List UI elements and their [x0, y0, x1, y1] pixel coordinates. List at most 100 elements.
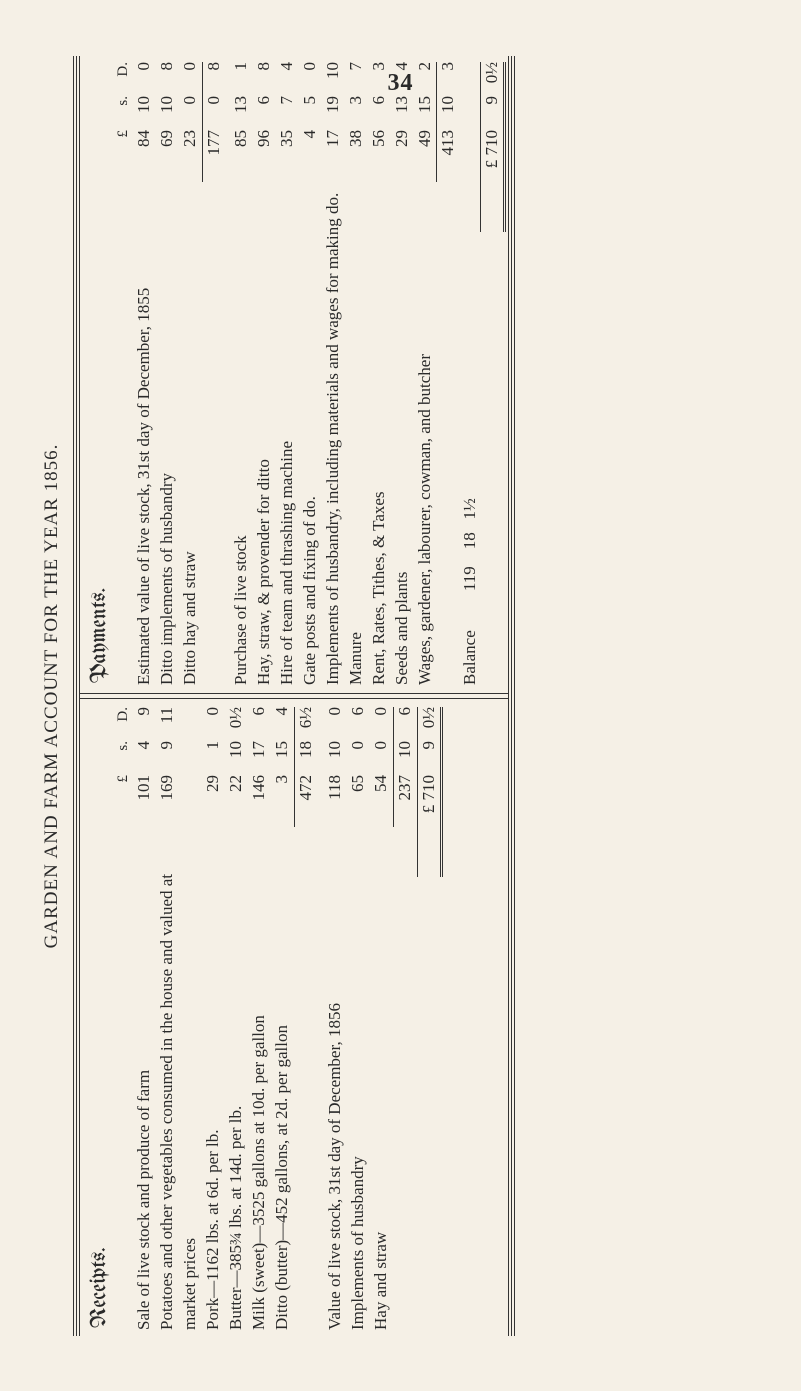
balance-label: Balance: [460, 616, 480, 685]
payment-row: Purchase of live stock 85 13 1: [230, 62, 253, 685]
receipt-row: Implements of husbandry 65 0 6: [346, 707, 369, 1330]
column-divider: [80, 693, 508, 694]
amount-shillings: 18: [294, 741, 317, 775]
amount-pence: 0½: [418, 707, 438, 741]
receipt-desc: Value of live stock, 31st day of Decembe…: [323, 825, 346, 1330]
amount-pounds: 146: [247, 775, 270, 825]
receipt-desc: Potatoes and other vegetables consumed i…: [156, 825, 202, 1330]
amount-pounds: 237: [393, 775, 416, 825]
payment-row: Seeds and plants 29 13 4: [390, 62, 413, 685]
amount-shillings: 6: [252, 96, 275, 130]
amount-shillings: 4: [133, 741, 156, 775]
payment-desc: Implements of husbandry, including mater…: [321, 180, 344, 685]
amount-pounds: 101: [133, 775, 156, 825]
amount-pence: 11: [156, 707, 179, 741]
amount-pence: 3: [367, 62, 390, 96]
amount-pounds: 84: [133, 130, 156, 180]
payments-subtotal: 413 10 3: [437, 62, 460, 685]
amount-shillings: 10: [156, 96, 179, 130]
amount-shillings: 13: [230, 96, 253, 130]
amount-pounds: 23: [179, 130, 202, 180]
amount-pounds: £ 710: [418, 775, 438, 855]
payment-desc: Wages, gardener, labourer, cowman, and b…: [413, 180, 436, 685]
receipt-desc: Sale of live stock and produce of farm: [133, 825, 156, 1330]
payments-open-subtotal: 177 0 8: [203, 62, 226, 685]
payment-row: Ditto implements of husbandry 69 10 8: [156, 62, 179, 685]
amount-shillings: 9: [482, 96, 502, 130]
amount-pounds: 96: [252, 130, 275, 180]
receipts-extra-subtotal: 237 10 6: [393, 707, 416, 1330]
payment-row: Wages, gardener, labourer, cowman, and b…: [413, 62, 436, 685]
amount-shillings: 6: [367, 96, 390, 130]
amount-shillings: 0: [369, 741, 392, 775]
amount-pence: 8: [252, 62, 275, 96]
receipt-row: Milk (sweet)—3525 gallons at 10d. per ga…: [247, 707, 270, 1330]
ledger-columns: Receipts. £ s. D. Sale of live stock and…: [80, 56, 508, 1336]
receipt-desc: Pork—1162 lbs. at 6d. per lb.: [202, 825, 225, 1330]
amount-pence: 1: [230, 62, 253, 96]
receipt-row: Ditto (butter)—452 gallons, at 2d. per g…: [270, 707, 293, 1330]
amount-pence: 6: [247, 707, 270, 741]
amount-pounds: 54: [369, 775, 392, 825]
amount-pounds: 49: [413, 130, 436, 180]
amount-pounds: 169: [156, 775, 179, 825]
amount-shillings: 5: [298, 96, 321, 130]
amount-pence: 6: [393, 707, 416, 741]
amount-pence: 8: [203, 62, 226, 96]
receipt-desc: Hay and straw: [369, 825, 392, 1330]
receipts-subtotal: 472 18 6½: [294, 707, 317, 1330]
amount-pounds: 3: [270, 775, 293, 825]
amount-shillings: 9: [418, 741, 438, 775]
amount-shillings: 0: [346, 741, 369, 775]
amount-pence: 0½: [225, 707, 248, 741]
payment-row: Hire of team and thrashing machine 35 7 …: [275, 62, 298, 685]
receipt-row: Value of live stock, 31st day of Decembe…: [323, 707, 346, 1330]
receipt-row: Butter—385¾ lbs. at 14d. per lb. 22 10 0…: [225, 707, 248, 1330]
amount-pence: 4: [390, 62, 413, 96]
amount-shillings: 13: [390, 96, 413, 130]
amount-pounds: 177: [203, 130, 226, 180]
amount-pounds: 29: [202, 775, 225, 825]
receipt-desc: Ditto (butter)—452 gallons, at 2d. per g…: [270, 825, 293, 1330]
amount-pounds: 29: [390, 130, 413, 180]
amount-pence: 0: [298, 62, 321, 96]
amount-shillings: 10: [323, 741, 346, 775]
amount-pounds: £ 710: [482, 130, 502, 210]
amount-shillings: 18: [460, 532, 480, 566]
amount-pounds: 472: [294, 775, 317, 825]
amount-pence: 8: [156, 62, 179, 96]
amount-pounds: 118: [323, 775, 346, 825]
payment-desc: Hay, straw, & provender for ditto: [252, 180, 275, 685]
amount-shillings: 1: [202, 741, 225, 775]
amount-shillings: 15: [270, 741, 293, 775]
col-header-pence: D.: [113, 62, 133, 96]
payment-row: Implements of husbandry, including mater…: [321, 62, 344, 685]
payment-row: Estimated value of live stock, 31st day …: [133, 62, 156, 685]
col-header-pounds: £: [113, 775, 133, 825]
amount-pence: 0: [369, 707, 392, 741]
amount-pounds: 69: [156, 130, 179, 180]
receipts-grand-total: £ 710 9 0½: [416, 707, 442, 877]
amount-pence: 1½: [460, 498, 480, 532]
payment-desc: Estimated value of live stock, 31st day …: [133, 180, 156, 685]
amount-pence: 6½: [294, 707, 317, 741]
col-header-pounds: £: [113, 130, 133, 180]
payment-row: Gate posts and fixing of do. 4 5 0: [298, 62, 321, 685]
amount-pounds: 65: [346, 775, 369, 825]
receipts-column: Receipts. £ s. D. Sale of live stock and…: [80, 701, 508, 1336]
amount-pounds: 35: [275, 130, 298, 180]
column-divider: [80, 698, 508, 699]
amount-pence: 6: [346, 707, 369, 741]
receipts-heading: Receipts.: [88, 707, 111, 1328]
amount-shillings: 10: [225, 741, 248, 775]
ledger-account: GARDEN AND FARM ACCOUNT FOR THE YEAR 185…: [41, 56, 761, 1336]
double-rule-top: [73, 56, 80, 1336]
payment-desc: Ditto hay and straw: [179, 180, 202, 685]
amount-pounds: 17: [321, 130, 344, 180]
receipt-row: Potatoes and other vegetables consumed i…: [156, 707, 202, 1330]
receipt-row: Sale of live stock and produce of farm 1…: [133, 707, 156, 1330]
receipt-desc: Implements of husbandry: [346, 825, 369, 1330]
amount-pence: 0: [179, 62, 202, 96]
payment-row: Manure 38 3 7: [344, 62, 367, 685]
col-header-pence: D.: [113, 707, 133, 741]
